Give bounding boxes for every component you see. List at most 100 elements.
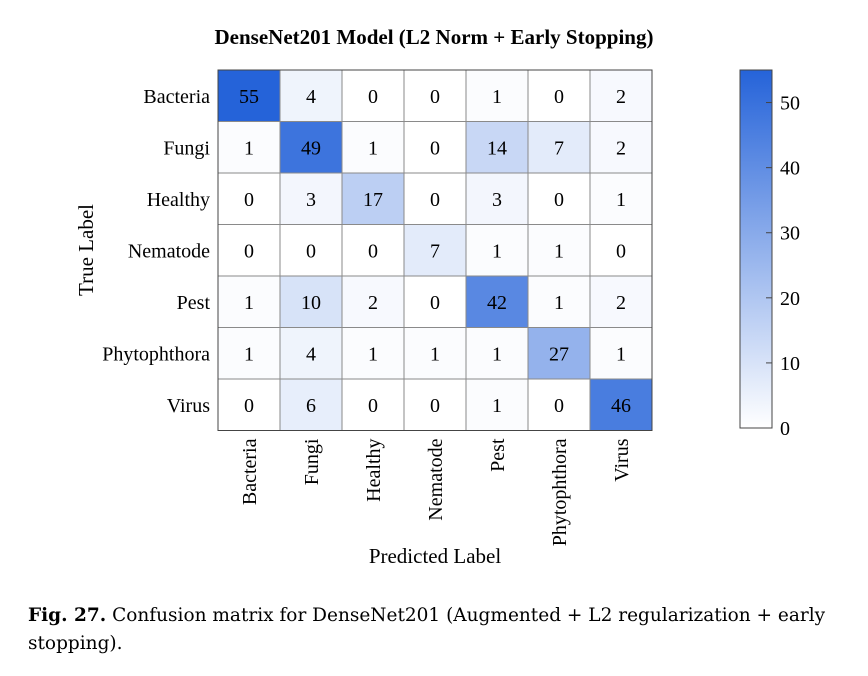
cell-value-label: 0 [368,240,378,262]
colorbar-tick-label: 40 [780,158,800,180]
colorbar-tick-label: 10 [780,353,800,375]
y-tick-label: Pest [177,292,211,314]
heatmap-cell [527,224,591,277]
cell-value-label: 4 [306,343,316,365]
x-tick-label: Nematode [425,438,447,520]
cell-value-label: 2 [368,292,378,314]
cell-value-label: 7 [554,137,564,159]
cell-value-label: 1 [492,86,502,108]
cell-value-label: 0 [430,189,440,211]
heatmap-cell [403,172,467,225]
x-tick-label: Fungi [301,438,323,485]
cell-value-label: 0 [430,137,440,159]
cell-value-label: 14 [487,137,507,159]
cell-value-label: 0 [554,189,564,211]
x-tick-label: Pest [487,438,509,472]
heatmap-cell [527,172,591,225]
cell-value-label: 1 [368,137,378,159]
matrix-frame [217,69,653,431]
heatmap-cell [279,69,343,122]
cell-value-label: 0 [554,395,564,417]
cell-value-label: 3 [492,189,502,211]
chart-title: DenseNet201 Model (L2 Norm + Early Stopp… [215,25,654,49]
y-tick-label: Virus [167,395,210,417]
cell-value-label: 1 [492,395,502,417]
y-tick-labels: Bacteria Fungi Healthy Nematode Pest Phytopht… [102,86,210,417]
colorbar-tick-label: 0 [780,418,790,440]
y-tick-label: Bacteria [143,86,210,108]
heatmap-cell [279,172,343,225]
heatmap-cell [465,327,529,380]
heatmap-cells: 55 4 0 0 1 0 21 49 1 0 14 7 20 3 17 0 3 0 10 0 0 7 1 1 01 10 2 0 42 1… [217,69,653,431]
cell-value-label: 2 [616,86,626,108]
cell-value-label: 27 [549,343,569,365]
heatmap-cell [279,224,343,277]
y-tick-label: Nematode [128,240,210,262]
heatmap-cell [465,378,529,431]
cell-value-label: 49 [301,137,321,159]
x-axis-label: Predicted Label [369,544,502,568]
heatmap-cell [403,378,467,431]
heatmap-cell [217,275,281,328]
cell-value-label: 2 [616,292,626,314]
cell-value-label: 1 [554,292,564,314]
y-tick-label: Phytophthora [102,343,210,365]
heatmap-cell [589,378,653,431]
colorbar-tick-label: 30 [780,223,800,245]
heatmap-cell [589,121,653,174]
figure-caption-text: Confusion matrix for DenseNet201 (Augmen… [28,605,826,654]
cell-value-label: 0 [306,240,316,262]
cell-value-label: 1 [492,240,502,262]
cell-value-label: 1 [244,292,254,314]
heatmap-cell [217,69,281,122]
colorbar: 0 10 20 30 40 50 [739,69,800,440]
heatmap-cell [217,327,281,380]
cell-value-label: 1 [368,343,378,365]
colorbar-tick-label: 50 [780,93,800,115]
cell-value-label: 0 [554,86,564,108]
y-tick-label: Healthy [147,189,210,211]
cell-value-label: 17 [363,189,383,211]
cell-value-label: 0 [616,240,626,262]
cell-value-label: 0 [368,86,378,108]
cell-value-label: 46 [611,395,631,417]
heatmap-cell [403,327,467,380]
heatmap-cell [279,327,343,380]
cell-value-label: 0 [430,292,440,314]
heatmap-cell [217,378,281,431]
cell-value-label: 1 [616,343,626,365]
x-tick-label: Bacteria [239,438,261,505]
cell-value-label: 0 [368,395,378,417]
colorbar-gradient [739,69,773,429]
heatmap-cell [403,224,467,277]
heatmap-cell [341,172,405,225]
cell-value-label: 1 [554,240,564,262]
cell-value-label: 0 [430,86,440,108]
heatmap-cell [589,224,653,277]
cell-value-label: 6 [306,395,316,417]
cell-value-label: 55 [239,86,259,108]
heatmap-cell [341,121,405,174]
cell-value-label: 0 [244,240,254,262]
colorbar-tick-label: 20 [780,288,800,310]
heatmap-cell [465,172,529,225]
cell-value-label: 10 [301,292,321,314]
cell-value-label: 7 [430,240,440,262]
cell-value-label: 42 [487,292,507,314]
cell-value-label: 1 [244,343,254,365]
cell-value-label: 1 [430,343,440,365]
cell-value-label: 3 [306,189,316,211]
cell-value-label: 1 [616,189,626,211]
cell-value-label: 0 [244,189,254,211]
heatmap-cell [217,224,281,277]
cell-value-label: 1 [492,343,502,365]
x-tick-label: Healthy [363,439,385,502]
cell-value-label: 1 [244,137,254,159]
cell-value-label: 2 [616,137,626,159]
heatmap-cell [341,378,405,431]
cell-value-label: 0 [244,395,254,417]
y-tick-label: Fungi [163,137,210,159]
heatmap-cell [527,378,591,431]
y-axis-label: True Label [74,204,98,296]
heatmap-cell [341,275,405,328]
